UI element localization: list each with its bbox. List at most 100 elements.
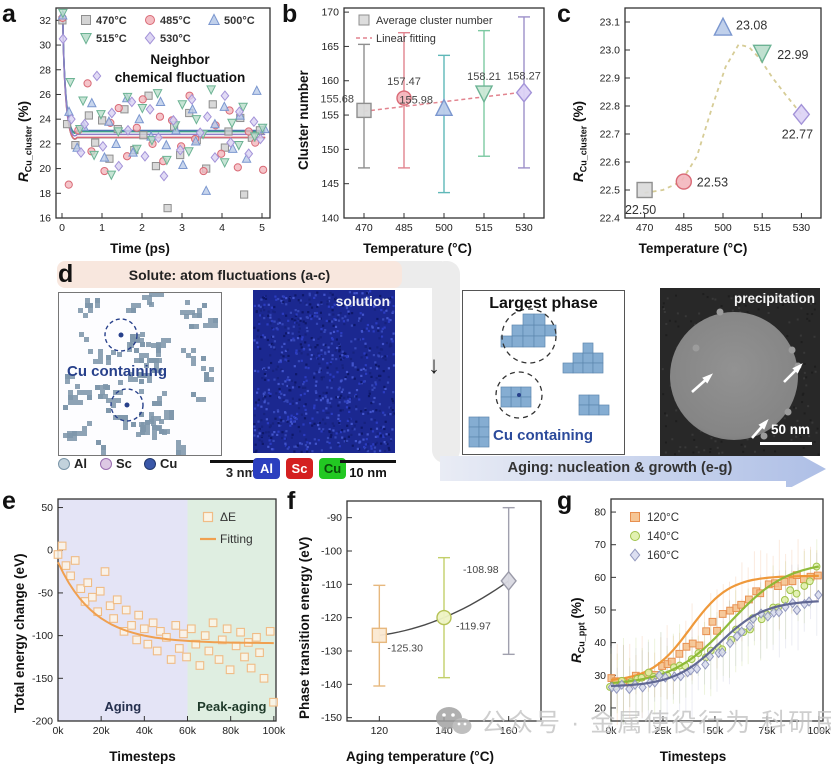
cu-containing-label: Cu containing bbox=[67, 363, 167, 380]
svg-text:18: 18 bbox=[39, 188, 51, 200]
svg-text:500: 500 bbox=[714, 222, 732, 234]
chart-c-xlabel: Temperature (°C) bbox=[638, 241, 748, 256]
panel-letter-a: a bbox=[2, 0, 16, 28]
chart-e-xlabel: Timesteps bbox=[109, 749, 176, 764]
svg-text:-110: -110 bbox=[322, 579, 342, 591]
atom-map-canvas bbox=[63, 293, 218, 455]
panel-letter-c: c bbox=[557, 0, 571, 28]
panel-letter-f: f bbox=[287, 487, 296, 515]
svg-text:23.08: 23.08 bbox=[736, 19, 767, 33]
svg-text:530: 530 bbox=[515, 222, 533, 234]
panel-letter-e: e bbox=[2, 487, 16, 515]
svg-text:-90: -90 bbox=[327, 512, 342, 524]
svg-text:80k: 80k bbox=[222, 725, 240, 737]
svg-text:2: 2 bbox=[139, 222, 145, 234]
svg-text:23.1: 23.1 bbox=[600, 17, 621, 29]
svg-text:500°C: 500°C bbox=[224, 15, 255, 27]
svg-text:20: 20 bbox=[594, 702, 606, 714]
watermark-text: 公众号 · 金属使役行为 科研民工 bbox=[481, 709, 831, 737]
svg-text:Aging: Aging bbox=[104, 699, 141, 714]
atom-legend: Al Sc Cu 3 nm bbox=[58, 456, 278, 484]
svg-text:470°C: 470°C bbox=[96, 15, 127, 27]
svg-text:22.99: 22.99 bbox=[777, 48, 808, 62]
svg-text:70: 70 bbox=[594, 539, 606, 551]
svg-text:140°C: 140°C bbox=[647, 531, 679, 543]
cu-atom-icon bbox=[144, 457, 156, 470]
chart-b-ylabel: Cluster number bbox=[296, 70, 311, 170]
solution-label: solution bbox=[335, 293, 390, 309]
scale-bar-10nm bbox=[340, 460, 396, 463]
scale-label-10nm: 10 nm bbox=[349, 465, 387, 480]
svg-text:530: 530 bbox=[793, 222, 811, 234]
svg-text:500: 500 bbox=[435, 222, 453, 234]
svg-text:26: 26 bbox=[39, 89, 51, 101]
chart-g-ylabel: RCu_ppt (%) bbox=[569, 597, 587, 664]
svg-text:chemical fluctuation: chemical fluctuation bbox=[115, 70, 246, 85]
svg-text:23.0: 23.0 bbox=[600, 45, 621, 57]
svg-text:140: 140 bbox=[321, 213, 339, 225]
chart-c-plot: 470 485 500 515 530 22.4 22.5 22.6 22.7 22.8 22.9 2… bbox=[600, 7, 822, 234]
wechat-icon bbox=[436, 707, 472, 734]
svg-text:20: 20 bbox=[39, 163, 51, 175]
svg-text:120°C: 120°C bbox=[647, 512, 679, 524]
svg-text:530°C: 530°C bbox=[160, 33, 191, 45]
svg-text:155.68: 155.68 bbox=[320, 93, 354, 105]
svg-text:165: 165 bbox=[321, 41, 339, 53]
legend-al: Al bbox=[58, 456, 87, 471]
svg-text:-130: -130 bbox=[321, 646, 342, 658]
largest-phase-title: Largest phase bbox=[489, 295, 598, 312]
svg-text:157.47: 157.47 bbox=[387, 76, 421, 88]
panel-c-chart: c 470 485 500 515 530 22.4 22.5 22.6 22.7 22.8 22.… bbox=[555, 0, 831, 258]
svg-text:160: 160 bbox=[321, 75, 339, 87]
svg-text:-120: -120 bbox=[321, 612, 342, 624]
svg-text:22: 22 bbox=[39, 138, 51, 150]
svg-text:Peak-aging: Peak-aging bbox=[197, 699, 266, 714]
svg-text:32: 32 bbox=[39, 15, 51, 27]
svg-text:Average cluster number: Average cluster number bbox=[376, 15, 493, 27]
svg-text:0: 0 bbox=[47, 545, 53, 557]
svg-text:24: 24 bbox=[39, 114, 51, 126]
svg-text:4: 4 bbox=[219, 222, 225, 234]
largest-phase-canvas bbox=[468, 308, 610, 448]
chart-f-plot: 120 140 160-150-140-130-120-110-100-90-125… bbox=[321, 500, 542, 737]
panel-g-chart: g 0k 25k 50k 75k 100k 20 30 40 50 60 70 80 120°C 140°… bbox=[555, 487, 831, 766]
svg-text:28: 28 bbox=[39, 64, 51, 76]
solution-eds-map-image: solution bbox=[253, 290, 395, 453]
svg-text:158.21: 158.21 bbox=[467, 71, 501, 83]
svg-text:22.7: 22.7 bbox=[600, 129, 621, 141]
svg-text:-140: -140 bbox=[321, 679, 342, 691]
panel-letter-g: g bbox=[557, 487, 573, 515]
svg-text:515: 515 bbox=[475, 222, 493, 234]
chart-e-plot: 0k 20k 40k 60k 80k 100k -200 -150 -100 -50 0 50 ΔE Fi… bbox=[32, 498, 285, 737]
panel-d-schematic: d Solute: atom fluctuations (a-c) Aging:… bbox=[0, 258, 831, 487]
svg-text:-150: -150 bbox=[321, 712, 342, 724]
series-530°C bbox=[58, 33, 265, 182]
solute-banner: Solute: atom fluctuations (a-c) bbox=[57, 261, 402, 288]
element-chip-row: Al Sc Cu bbox=[253, 458, 433, 484]
svg-text:-150: -150 bbox=[32, 673, 53, 685]
svg-text:60: 60 bbox=[594, 572, 606, 584]
svg-text:Linear fitting: Linear fitting bbox=[376, 33, 436, 45]
svg-text:-125.30: -125.30 bbox=[387, 642, 423, 654]
svg-text:22.9: 22.9 bbox=[600, 73, 621, 85]
svg-text:-200: -200 bbox=[32, 716, 53, 728]
svg-text:155.98: 155.98 bbox=[399, 94, 433, 106]
svg-text:50k: 50k bbox=[706, 725, 724, 737]
series-515°C bbox=[57, 8, 268, 181]
chart-a-xlabel: Time (ps) bbox=[110, 241, 170, 256]
chart-b-xlabel: Temperature (°C) bbox=[363, 241, 472, 256]
svg-text:40: 40 bbox=[594, 637, 606, 649]
svg-text:0k: 0k bbox=[52, 725, 64, 737]
chart-g-xlabel: Timesteps bbox=[659, 749, 727, 764]
atom-map-image: Cu containing bbox=[58, 292, 222, 456]
chart-e-ylabel: Total energy change (eV) bbox=[12, 553, 27, 713]
svg-text:0k: 0k bbox=[605, 725, 617, 737]
precipitation-canvas bbox=[660, 288, 820, 456]
svg-text:22.6: 22.6 bbox=[600, 157, 621, 169]
svg-text:-100: -100 bbox=[321, 546, 342, 558]
svg-text:40k: 40k bbox=[136, 725, 154, 737]
scale-label-50nm: 50 nm bbox=[770, 422, 810, 437]
svg-text:-119.97: -119.97 bbox=[456, 621, 491, 633]
chart-a-ylabel: RCu_cluster (%) bbox=[16, 100, 34, 182]
